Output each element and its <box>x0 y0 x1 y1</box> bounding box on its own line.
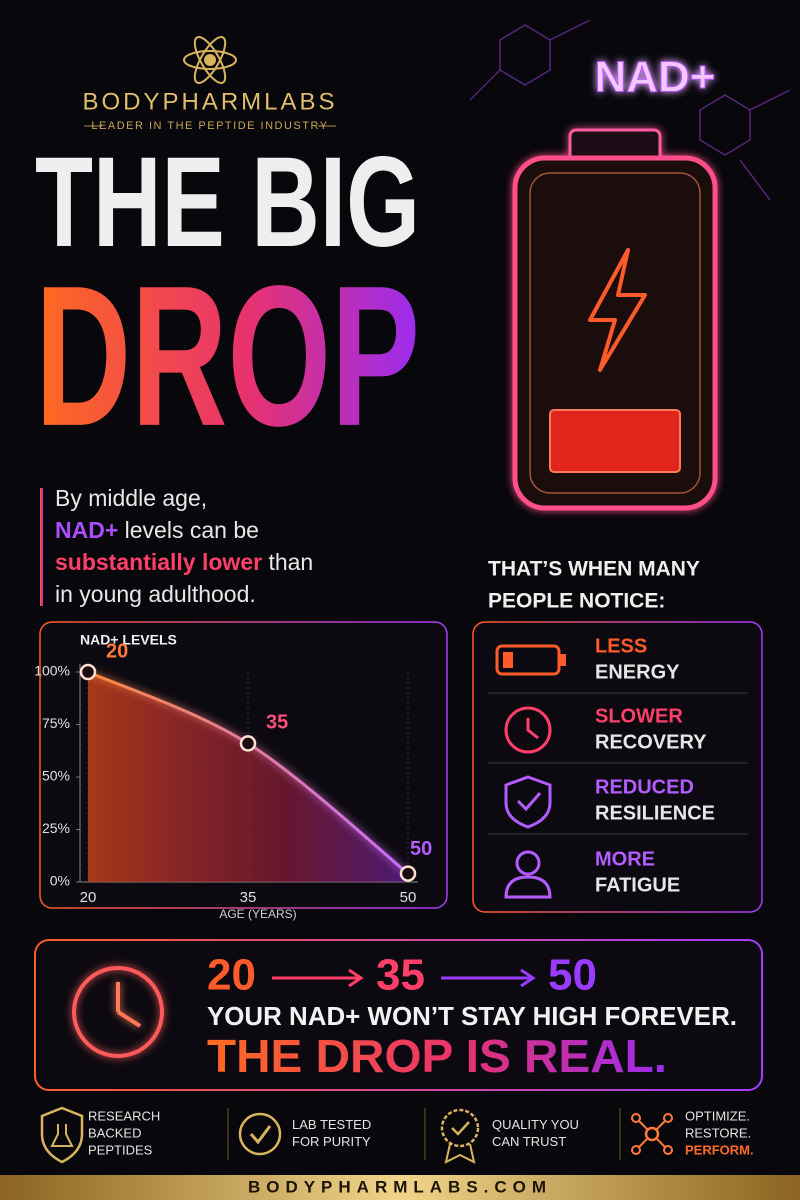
intro-text: than <box>268 549 313 575</box>
headline-line1: THE BIG <box>35 131 420 274</box>
badge-text: OPTIMIZE. <box>685 1108 750 1123</box>
footer-bar <box>0 1175 800 1200</box>
badge-icon <box>440 1108 480 1164</box>
point-label: 35 <box>266 712 288 734</box>
notice-text: FATIGUE <box>595 874 680 896</box>
line-area <box>88 672 408 882</box>
notice-title: PEOPLE NOTICE: <box>488 590 665 613</box>
badge-text: BACKED <box>88 1125 141 1140</box>
brand-tagline: LEADER IN THE PEPTIDE INDUSTRY <box>91 120 328 132</box>
notice-icon <box>504 850 552 899</box>
chart-title: NAD+ LEVELS <box>80 632 177 648</box>
intro-line: By middle age, <box>55 485 207 511</box>
data-point <box>79 663 97 681</box>
badge-icon <box>238 1112 282 1156</box>
badge-text: CAN TRUST <box>492 1134 566 1149</box>
intro-text: levels can be <box>125 517 259 543</box>
data-point <box>239 735 257 752</box>
x-tick-label: 50 <box>400 889 417 906</box>
notice-accent: LESS <box>595 635 647 657</box>
intro-accent: substantially lower <box>55 549 262 575</box>
badges: RESEARCH BACKED PEPTIDES LAB TESTED FOR PURI… <box>40 1106 754 1164</box>
notice-title: THAT’S WHEN MANY <box>488 558 700 581</box>
badge-text: FOR PURITY <box>292 1134 371 1149</box>
notice-panel <box>472 621 763 913</box>
x-tick-label: 20 <box>80 889 97 906</box>
headline-line2: DROP <box>35 245 420 468</box>
badge-icon <box>40 1106 84 1164</box>
intro-accent: NAD+ <box>55 517 118 543</box>
sequence-age: 20 <box>207 951 256 1000</box>
banner-message: YOUR NAD+ WON’T STAY HIGH FOREVER. <box>207 1001 737 1031</box>
sequence-arrow <box>441 968 536 988</box>
notice-text: RESILIENCE <box>595 802 715 824</box>
banner-tagline: THE DROP IS REAL. <box>207 1030 667 1082</box>
badge-text: RESTORE. <box>685 1125 751 1140</box>
notice-icon <box>495 644 566 676</box>
y-tick-label: 50% <box>42 768 70 784</box>
notice-icon <box>504 706 552 754</box>
brand-name: BODYPHARMLABS <box>82 88 337 115</box>
battery-label: NAD+ <box>594 53 715 102</box>
website: BODYPHARMLABS.COM <box>248 1177 552 1196</box>
x-axis-label: AGE (YEARS) <box>219 907 296 921</box>
notice-accent: SLOWER <box>595 705 683 727</box>
badge-text: RESEARCH <box>88 1108 160 1123</box>
notice-icon <box>504 775 552 829</box>
notice-accent: REDUCED <box>595 776 694 798</box>
point-label: 50 <box>410 838 432 860</box>
notice-accent: MORE <box>595 848 655 870</box>
molecule-decoration <box>469 19 791 201</box>
battery-icon <box>512 128 718 511</box>
point-label: 20 <box>106 640 128 662</box>
logo-atom <box>183 36 237 84</box>
y-tick-label: 25% <box>42 820 70 836</box>
data-point <box>399 865 417 882</box>
chart: NAD+ LEVELS 0% 25% 50% 75% 100% 20 35 50 AGE (YEA… <box>34 632 432 921</box>
badge-icon <box>631 1113 673 1155</box>
age-sequence: 20 35 50 <box>207 951 597 1000</box>
notice-text: ENERGY <box>595 661 680 683</box>
badge-text: PERFORM. <box>685 1142 754 1157</box>
intro-line: in young adulthood. <box>55 581 256 607</box>
banner-panel <box>34 939 763 1091</box>
badge-text: PEPTIDES <box>88 1142 153 1157</box>
sequence-age: 35 <box>376 951 425 1000</box>
intro-line: NAD+ levels can be <box>55 517 259 543</box>
sequence-arrow <box>272 968 364 988</box>
clock-icon <box>72 966 164 1058</box>
badge-text: LAB TESTED <box>292 1117 371 1132</box>
intro-line: substantially lower than <box>55 549 313 575</box>
badge-text: QUALITY YOU <box>492 1117 579 1132</box>
y-tick-label: 75% <box>42 715 70 731</box>
notice-list: LESS ENERGY SLOWER RECOVERY REDUCED RESILIENC… <box>488 635 748 899</box>
sequence-age: 50 <box>548 951 597 1000</box>
intro-accent-bar <box>40 488 43 606</box>
x-tick-label: 35 <box>240 889 257 906</box>
notice-text: RECOVERY <box>595 731 707 753</box>
y-tick-label: 0% <box>50 873 70 889</box>
y-tick-label: 100% <box>34 663 70 679</box>
